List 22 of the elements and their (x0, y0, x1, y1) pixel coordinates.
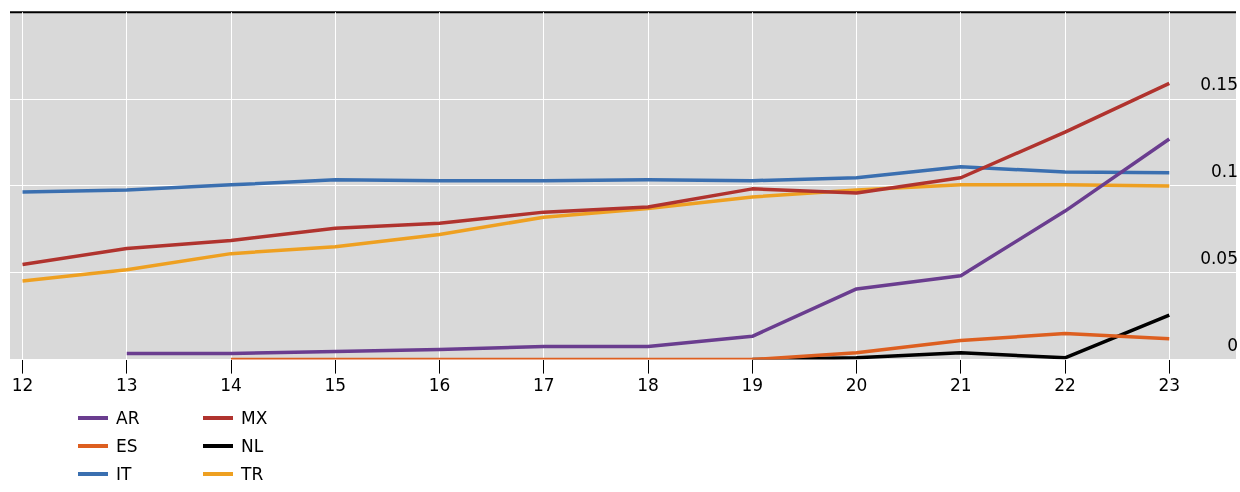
y-tick-label: 0 (1227, 335, 1238, 356)
x-tick-label: 22 (1054, 375, 1076, 396)
x-tick-label: 14 (220, 375, 242, 396)
legend-label: AR (116, 408, 140, 428)
x-tick-label: 12 (11, 375, 34, 396)
x-tick-label: 16 (428, 375, 451, 396)
y-tick-label: 0.15 (1200, 74, 1238, 95)
x-tick-label: 23 (1158, 375, 1181, 396)
x-tick-label: 15 (324, 375, 347, 396)
x-tick-label: 17 (532, 375, 555, 396)
y-tick-label: 0.05 (1200, 248, 1238, 269)
x-tick-label: 19 (741, 375, 764, 396)
x-tick-label: 13 (115, 375, 138, 396)
legend-label: NL (241, 436, 264, 456)
legend-label: IT (116, 464, 132, 484)
legend-label: TR (241, 464, 264, 484)
legend-label: ES (116, 436, 138, 456)
y-tick-label: 0.1 (1210, 161, 1238, 182)
x-tick-label: 21 (949, 375, 972, 396)
x-tick-label: 18 (637, 375, 659, 396)
x-tick-label: 20 (845, 375, 868, 396)
legend-label: MX (241, 408, 268, 428)
